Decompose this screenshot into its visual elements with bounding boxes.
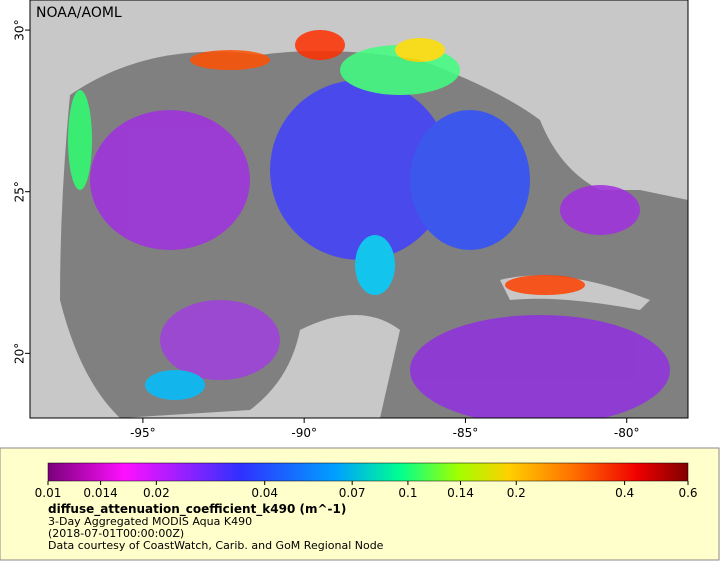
courtesy: Data courtesy of CoastWatch, Carib. and … [48, 539, 384, 552]
colorbar-tick-label: 0.07 [339, 486, 366, 500]
x-tick-label: -80° [614, 426, 640, 440]
time: (2018-07-01T00:00:00Z) [48, 527, 184, 540]
colorbar-tick-label: 0.6 [678, 486, 697, 500]
dataset: 3-Day Aggregated MODIS Aqua K490 [48, 515, 252, 528]
y-tick-label: 20° [13, 343, 27, 364]
x-tick-label: -95° [130, 426, 156, 440]
variable: diffuse_attenuation_coefficient_k490 (m^… [48, 502, 346, 517]
credit: NOAA/AOML [36, 5, 122, 21]
colorbar-tick-label: 0.2 [507, 486, 526, 500]
y-tick-label: 25° [13, 181, 27, 202]
colorbar-tick-label: 0.1 [398, 486, 417, 500]
map-area: NOAA/AOML [30, 0, 688, 418]
k490-field [68, 30, 670, 418]
x-tick-label: -90° [291, 426, 317, 440]
colorbar-tick-label: 0.4 [615, 486, 634, 500]
colorbar-tick-label: 0.04 [251, 486, 278, 500]
x-tick-label: -85° [453, 426, 479, 440]
map-frame [29, 0, 689, 419]
colorbar-tick-label: 0.14 [447, 486, 474, 500]
colorbar-tick-label: 0.01 [35, 486, 62, 500]
colorbar-tick-label: 0.014 [83, 486, 117, 500]
y-tick-label: 30° [13, 19, 27, 40]
colorbar [47, 462, 689, 482]
colorbar-tick-label: 0.02 [143, 486, 170, 500]
